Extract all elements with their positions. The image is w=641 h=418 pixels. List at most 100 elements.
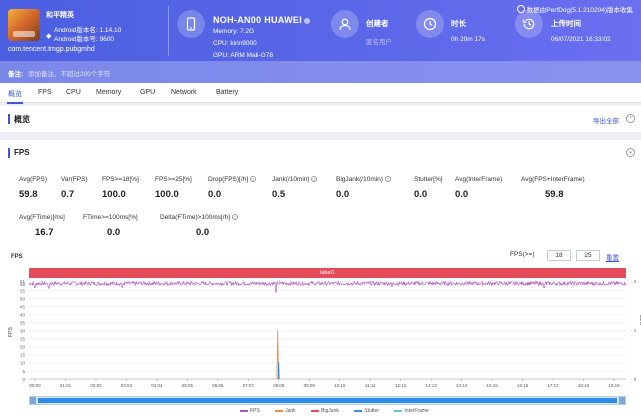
x-tick-label: 03:03 <box>121 383 133 388</box>
metric-label: Var(FPS) <box>61 176 88 183</box>
y-tick-label: 50 <box>20 296 26 301</box>
y-tick-label: 10 <box>20 361 26 366</box>
device-gpu: GPU: ARM Mali-G78 <box>213 52 273 59</box>
legend-fps[interactable]: FPS <box>240 408 260 414</box>
fps-threshold-high-input[interactable]: 25 <box>576 250 600 261</box>
x-tick-label: 07:07 <box>243 383 255 388</box>
metric-avg-interframe: Avg(InterFrame) 0.0 <box>455 176 502 200</box>
tab-cpu[interactable]: CPU <box>66 89 81 96</box>
section-marker <box>8 114 10 124</box>
phone-icon <box>177 10 205 38</box>
device-name: NOH-AN00 HUAWEI <box>213 14 311 26</box>
tab-battery[interactable]: Battery <box>216 89 239 96</box>
tab-network[interactable]: Network <box>171 89 197 96</box>
y-tick-label: 25 <box>20 337 26 342</box>
metric-stutter: Stutter[%] 0.0 <box>414 176 443 200</box>
metric-value: 16.7 <box>35 227 54 238</box>
remark-input[interactable]: 添加备注，不超过200个字符 <box>28 71 111 78</box>
overview-title: 概览 <box>14 115 30 124</box>
fps-section-header: FPS ⌄ <box>0 140 641 166</box>
section-marker <box>8 148 10 158</box>
remark-label: 备注: <box>8 71 24 78</box>
metric-value: 100.0 <box>155 189 179 200</box>
history-icon <box>515 10 543 38</box>
tab-memory[interactable]: Memory <box>96 89 122 96</box>
overview-section: 概览 导出全部 ‹ <box>0 106 641 132</box>
reset-button[interactable]: 重置 <box>606 255 619 262</box>
metric-avg-ftime: Avg(FTime)[ms] 16.7 <box>19 214 65 238</box>
legend-stutter[interactable]: Stutter <box>354 408 379 414</box>
creator-label: 创建者 <box>366 19 389 28</box>
legend-label: Stutter <box>364 408 379 414</box>
x-tick-label: 10:10 <box>334 383 346 388</box>
y-tick-label: 40 <box>20 313 26 318</box>
legend-label: Jank <box>285 408 296 414</box>
metric-avg-fps-interframe: Avg(FPS+InterFrame) 59.8 <box>521 176 585 200</box>
help-icon[interactable]: ? <box>231 214 238 221</box>
y-tick-label: 45 <box>20 305 26 310</box>
legend-bigjank[interactable]: BigJank <box>311 408 339 414</box>
metric-label: Drop(FPS)[/h] <box>208 176 249 183</box>
metric-value: 100.0 <box>102 189 126 200</box>
device-info: NOH-AN00 HUAWEI Memory: 7.2G CPU: kirin9… <box>213 14 311 62</box>
legend-label: InterFrame <box>404 408 429 414</box>
x-tick-label: 05:05 <box>182 383 194 388</box>
help-icon[interactable]: ? <box>384 176 391 183</box>
android-version-name: Android版本名: 1.14.10 <box>54 27 122 34</box>
tab-bar: 概览 FPS CPU Memory GPU Network Battery <box>0 83 641 104</box>
y2-tick-label: - 2 <box>631 279 637 284</box>
fps-threshold-low-input[interactable]: 18 <box>547 250 571 261</box>
metric-value: 0.0 <box>414 189 428 200</box>
help-icon[interactable]: ? <box>311 176 318 183</box>
metric-value: 0.0 <box>196 227 210 238</box>
report-header: 和平精英 ◆ Android版本名: 1.14.10 Android版本号: 9… <box>0 0 641 61</box>
remark-bar[interactable]: 备注: 添加备注，不超过200个字符 <box>0 61 641 83</box>
fps-section-title: FPS <box>14 148 30 157</box>
x-tick-label: 04:04 <box>151 383 163 388</box>
y-tick-label: 55 <box>20 288 26 293</box>
scroll-handle-right[interactable] <box>619 397 625 404</box>
y-tick-label: 35 <box>20 321 26 326</box>
x-tick-label: 14:14 <box>456 383 468 388</box>
legend-interframe[interactable]: InterFrame <box>394 408 429 414</box>
header-divider <box>168 6 169 56</box>
y2-tick-label: - 0 <box>631 377 637 382</box>
tab-fps[interactable]: FPS <box>38 89 52 96</box>
fps-series-line <box>28 280 626 293</box>
version-badge: 数据由PerfDog(5.1.210204)版本收集 <box>516 4 633 14</box>
y-tick-label: 5 <box>22 369 25 374</box>
legend-jank[interactable]: Jank <box>275 408 296 414</box>
metric-ftime-ge-100: FTime>=100ms[%] 0.0 <box>83 214 138 238</box>
x-tick-label: 00:00 <box>29 383 41 388</box>
tab-overview[interactable]: 概览 <box>7 91 23 104</box>
tab-gpu[interactable]: GPU <box>140 89 156 96</box>
legend-label: FPS <box>250 408 260 414</box>
label-track[interactable]: label1 <box>29 268 626 278</box>
metric-value: 59.8 <box>545 189 564 200</box>
collapse-fps-button[interactable]: ⌄ <box>626 148 635 157</box>
app-name: 和平精英 <box>46 12 74 19</box>
metric-value: 0.0 <box>208 189 222 200</box>
collapse-overview-button[interactable]: ‹ <box>626 114 635 123</box>
export-all-link[interactable]: 导出全部 <box>593 118 619 125</box>
metric-label: Stutter[%] <box>414 176 443 183</box>
android-version-code: Android版本号: 9600 <box>54 36 114 43</box>
metric-label: BigJank(/10min) <box>336 176 383 183</box>
x-tick-label: 17:17 <box>547 383 559 388</box>
jank-spike <box>276 329 279 380</box>
x-tick-label: 11:11 <box>365 383 376 388</box>
device-info-icon[interactable] <box>304 17 311 24</box>
user-icon <box>331 10 359 38</box>
metric-value: 0.0 <box>107 227 121 238</box>
y-axis-label: FPS <box>8 326 14 336</box>
scroll-thumb[interactable] <box>38 398 617 403</box>
y-tick-label: 61 <box>20 279 26 284</box>
timeline-scrollbar[interactable] <box>29 396 626 405</box>
scroll-handle-left[interactable] <box>30 397 36 404</box>
x-tick-label: 12:12 <box>395 383 407 388</box>
help-icon[interactable]: ? <box>249 176 256 183</box>
fps-filter-label: FPS(>=) <box>510 251 535 258</box>
android-icon: ◆ <box>46 33 52 40</box>
info-icon <box>516 5 525 13</box>
